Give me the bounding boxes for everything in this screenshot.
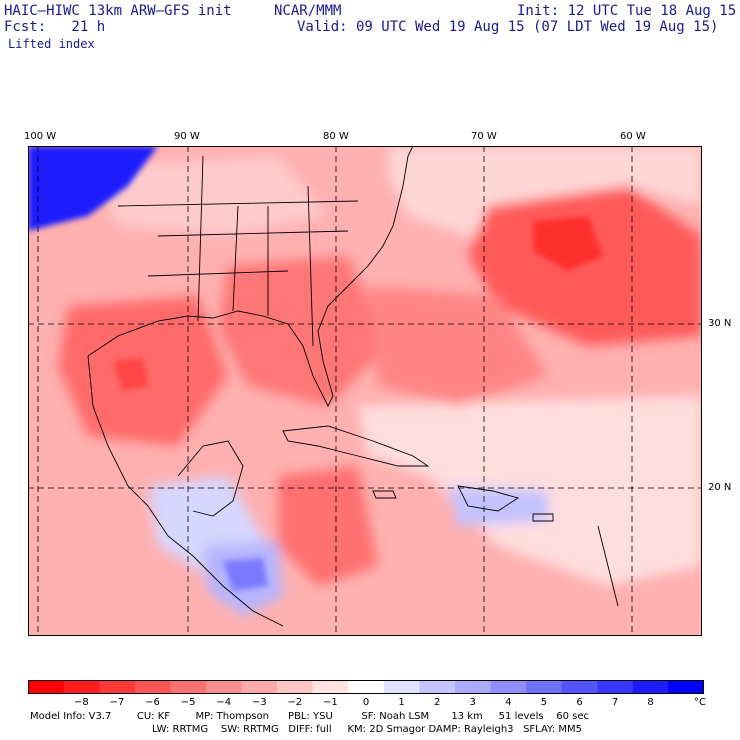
- colorbar-swatch: [205, 680, 242, 694]
- gulf-coast: [87, 146, 414, 408]
- colorbar-swatch: [383, 680, 420, 694]
- colorbar-tick-label: −1: [323, 697, 338, 708]
- colorbar-tick-label: −7: [109, 697, 125, 708]
- colorbar-swatch: [99, 680, 136, 694]
- state-lines: [117, 155, 359, 347]
- hispaniola: [457, 485, 520, 512]
- lon-label-80w: 80 W: [323, 131, 349, 142]
- light-north-atlantic: [388, 146, 702, 236]
- colorbar-tick-label: 5: [540, 697, 548, 708]
- colorbar-swatch: [597, 680, 634, 694]
- core-cyclone: [533, 216, 603, 271]
- cuba: [282, 425, 430, 467]
- colorbar-tick-label: −4: [216, 697, 232, 708]
- colorbar-tick-label: 0: [362, 697, 370, 708]
- forecast-hour: Fcst: 21 h: [4, 19, 106, 35]
- model-title: HAIC–HIWC 13km ARW–GFS init: [4, 3, 232, 19]
- colorbar-tick-label: 3: [469, 697, 476, 708]
- init-time: Init: 12 UTC Tue 18 Aug 15: [517, 3, 737, 19]
- colorbar-swatch: [454, 680, 492, 694]
- colorbar-swatch: [170, 680, 207, 694]
- colorbar-swatch: [490, 680, 527, 694]
- core-texas: [113, 358, 148, 391]
- colorbar-frame: [28, 680, 704, 694]
- mexico-coast: [87, 355, 284, 627]
- lat-label-20n: 20 N: [708, 482, 732, 493]
- mid-bahamas: [368, 286, 548, 406]
- colorbar-tick-label: 4: [505, 697, 512, 708]
- colorbar-swatch: [277, 680, 314, 694]
- yucatan: [177, 440, 244, 517]
- org-label: NCAR/MMM: [274, 3, 342, 19]
- puerto-rico: [532, 513, 554, 522]
- colorbar-swatch: [419, 680, 456, 694]
- map-frame: [28, 146, 702, 636]
- lat-label-30n: 30 N: [708, 318, 732, 329]
- lon-label-100w: 100 W: [24, 131, 57, 142]
- colorbar-tick-label: −5: [180, 697, 196, 708]
- colorbar-swatch: [241, 680, 278, 694]
- jamaica: [372, 490, 397, 499]
- lon-label-60w: 60 W: [620, 131, 646, 142]
- colorbar-tick-label: −6: [145, 697, 160, 708]
- lifted-index-map: [28, 146, 702, 636]
- colorbar-tick-label: 1: [398, 697, 405, 708]
- strong-atlantic-cyclone: [468, 186, 702, 346]
- strong-west-caribbean: [278, 466, 378, 586]
- strong-positive-nw: [28, 146, 158, 231]
- graticule: [28, 146, 702, 636]
- shaded-field: [58, 146, 702, 616]
- lesser-antilles: [597, 525, 619, 607]
- colorbar-unit: °C: [694, 697, 706, 708]
- colorbar-tick-label: 2: [434, 697, 441, 708]
- coastlines: [87, 146, 619, 627]
- colorbar-tick-label: 8: [647, 697, 654, 708]
- colorbar-swatch: [312, 680, 349, 694]
- colorbar-tick-label: −3: [251, 697, 267, 708]
- colorbar-swatch: [63, 680, 100, 694]
- lon-label-70w: 70 W: [471, 131, 497, 142]
- valid-time: Valid: 09 UTC Wed 19 Aug 15 (07 LDT Wed …: [297, 19, 719, 35]
- colorbar: [28, 680, 704, 694]
- strong-positive-honduras: [223, 558, 268, 591]
- colorbar-tick-label: −8: [74, 697, 89, 708]
- colorbar-swatch: [348, 680, 385, 694]
- colorbar-swatch: [561, 680, 598, 694]
- lon-label-90w: 90 W: [174, 131, 200, 142]
- model-info-line2: LW: RRTMG SW: RRTMG DIFF: full KM: 2D Sm…: [152, 724, 582, 735]
- colorbar-swatch: [668, 680, 704, 694]
- colorbar-swatch: [632, 680, 669, 694]
- colorbar-tick-label: 7: [611, 697, 619, 708]
- strong-southeast: [218, 256, 388, 406]
- colorbar-tick-label: 6: [576, 697, 583, 708]
- model-info-line1: Model Info: V3.7 CU: KF MP: Thompson PBL…: [30, 711, 590, 722]
- colorbar-tick-label: −2: [287, 697, 303, 708]
- colorbar-swatch: [526, 680, 563, 694]
- positive-hispaniola: [448, 486, 548, 526]
- colorbar-swatch: [134, 680, 171, 694]
- colorbar-swatch: [28, 680, 65, 694]
- field-name: Lifted index: [8, 37, 95, 51]
